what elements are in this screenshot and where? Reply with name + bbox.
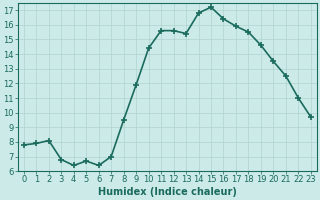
- X-axis label: Humidex (Indice chaleur): Humidex (Indice chaleur): [98, 187, 237, 197]
